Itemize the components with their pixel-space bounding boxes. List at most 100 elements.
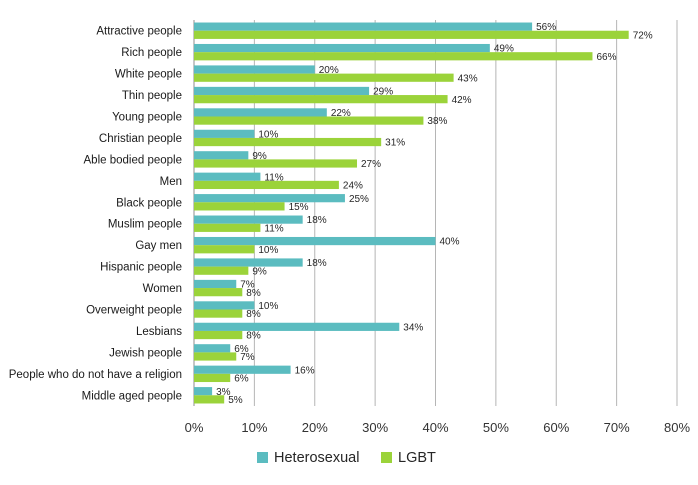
bar-heterosexual: [194, 108, 327, 117]
category-label: Attractive people: [96, 26, 182, 38]
data-label-heterosexual: 25%: [349, 194, 369, 205]
bar-lgbt: [194, 95, 448, 104]
data-label-heterosexual: 22%: [331, 108, 351, 119]
category-label: White people: [115, 69, 182, 81]
bar-heterosexual: [194, 194, 345, 203]
bar-heterosexual: [194, 65, 315, 74]
data-label-lgbt: 8%: [246, 331, 261, 342]
category-label: People who do not have a religion: [9, 369, 182, 381]
bar-lgbt: [194, 373, 231, 383]
category-label: Young people: [112, 112, 182, 124]
bar-lgbt: [194, 309, 243, 318]
bar-heterosexual: [194, 322, 400, 331]
data-label-lgbt: 10%: [258, 245, 278, 256]
data-label-heterosexual: 3%: [216, 387, 231, 398]
bar-heterosexual: [194, 86, 370, 96]
data-label-lgbt: 27%: [361, 159, 381, 170]
data-label-heterosexual: 10%: [258, 301, 278, 312]
bar-lgbt: [194, 352, 237, 361]
data-label-heterosexual: 16%: [295, 365, 315, 376]
category-label: Overweight people: [86, 305, 182, 317]
bar-lgbt: [194, 137, 382, 147]
data-label-heterosexual: 34%: [403, 322, 423, 333]
data-label-lgbt: 9%: [252, 266, 267, 277]
legend-swatch-heterosexual: [257, 452, 268, 463]
x-tick-label: 80%: [664, 420, 690, 435]
data-label-lgbt: 7%: [240, 352, 255, 363]
category-label: Thin people: [122, 90, 182, 102]
bar-lgbt: [194, 330, 243, 340]
data-label-lgbt: 15%: [289, 202, 309, 213]
bar-heterosexual: [194, 387, 213, 396]
data-label-lgbt: 8%: [246, 288, 261, 299]
bar-heterosexual: [194, 344, 231, 353]
bar-heterosexual: [194, 279, 237, 289]
category-label: Black people: [116, 197, 182, 209]
x-tick-label: 70%: [604, 420, 630, 435]
bar-lgbt: [194, 73, 454, 82]
bar-lgbt: [194, 30, 629, 39]
data-label-heterosexual: 7%: [240, 280, 255, 291]
data-label-lgbt: 72%: [633, 30, 653, 41]
category-label: Jewish people: [109, 347, 182, 359]
data-label-heterosexual: 56%: [536, 22, 556, 33]
x-tick-label: 10%: [241, 420, 267, 435]
category-label: Hispanic people: [100, 262, 182, 274]
bar-heterosexual: [194, 215, 303, 224]
category-label: Men: [160, 176, 182, 188]
data-label-lgbt: 43%: [458, 73, 478, 84]
bar-lgbt: [194, 202, 285, 211]
bar-lgbt: [194, 395, 225, 404]
bar-heterosexual: [194, 43, 490, 53]
data-label-heterosexual: 49%: [494, 44, 514, 55]
bar-lgbt: [194, 223, 261, 232]
x-axis-tick-labels: 0% 10% 20% 30% 40% 50% 60% 70% 80%: [185, 420, 691, 435]
data-label-heterosexual: 40%: [440, 237, 460, 248]
data-label-lgbt: 66%: [596, 52, 616, 63]
data-label-lgbt: 6%: [234, 374, 249, 385]
bar-heterosexual: [194, 22, 533, 31]
x-tick-label: 0%: [185, 420, 204, 435]
data-label-heterosexual: 20%: [319, 65, 339, 76]
x-tick-label: 20%: [302, 420, 328, 435]
data-label-heterosexual: 18%: [307, 215, 327, 226]
bar-heterosexual: [194, 172, 261, 181]
category-label: Able bodied people: [84, 154, 182, 166]
x-tick-label: 60%: [543, 420, 569, 435]
bar-heterosexual: [194, 365, 291, 374]
data-label-lgbt: 5%: [228, 395, 243, 406]
bar-lgbt: [194, 52, 593, 61]
data-label-heterosexual: 9%: [252, 151, 267, 162]
data-label-heterosexual: 11%: [264, 172, 283, 183]
data-label-lgbt: 11%: [264, 223, 283, 234]
category-labels: Attractive people Rich people White people…: [9, 26, 183, 403]
category-label: Lesbians: [136, 326, 182, 338]
legend: Heterosexual LGBT: [257, 450, 436, 466]
x-tick-label: 50%: [483, 420, 509, 435]
category-label: Middle aged people: [82, 390, 182, 402]
bar-heterosexual: [194, 258, 303, 267]
data-label-heterosexual: 18%: [307, 258, 327, 269]
category-label: Gay men: [135, 240, 182, 252]
x-tick-label: 30%: [362, 420, 388, 435]
data-label-lgbt: 42%: [452, 95, 472, 106]
data-label-heterosexual: 10%: [258, 129, 278, 140]
bar-lgbt: [194, 288, 243, 297]
value-labels: 56% 72% 49% 66% 20% 43% 29% 42% 22% 38% 10% 31% 9% 27…: [216, 22, 653, 406]
bar-lgbt: [194, 245, 255, 254]
category-label: Muslim people: [108, 219, 182, 231]
legend-label-heterosexual: Heterosexual: [274, 450, 359, 466]
data-label-lgbt: 8%: [246, 309, 261, 320]
data-label-lgbt: 38%: [427, 116, 447, 127]
bar-heterosexual: [194, 301, 255, 310]
data-label-lgbt: 24%: [343, 181, 363, 192]
data-label-heterosexual: 29%: [373, 87, 393, 98]
bar-heterosexual: [194, 236, 436, 246]
bar-lgbt: [194, 116, 424, 125]
category-label: Christian people: [99, 133, 182, 145]
category-label: Women: [143, 283, 182, 295]
legend-swatch-lgbt: [381, 452, 392, 463]
x-tick-label: 40%: [422, 420, 448, 435]
data-label-heterosexual: 6%: [234, 344, 249, 355]
